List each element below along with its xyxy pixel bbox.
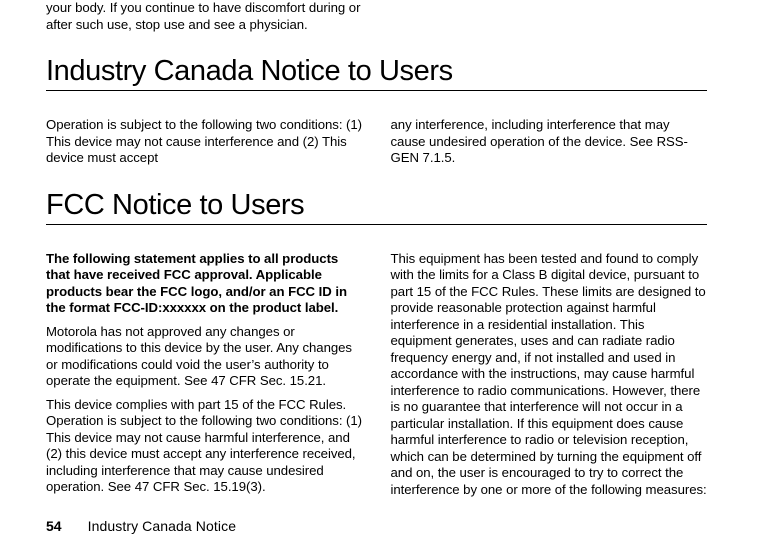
top-fragment-row: your body. If you continue to have disco… <box>46 0 707 33</box>
section-2-right-col: This equipment has been tested and found… <box>391 251 708 499</box>
section-2-left-col: The following statement applies to all p… <box>46 251 363 499</box>
heading-spacer <box>46 91 707 117</box>
top-fragment-right-col <box>391 0 708 33</box>
body-paragraph: Operation is subject to the following tw… <box>46 117 363 167</box>
body-paragraph: your body. If you continue to have disco… <box>46 0 363 33</box>
body-paragraph: any interference, including interference… <box>391 117 708 167</box>
heading-spacer <box>46 225 707 251</box>
page-footer: 54 Industry Canada Notice <box>46 518 236 534</box>
body-paragraph: This device complies with part 15 of the… <box>46 397 363 496</box>
section-2-columns: The following statement applies to all p… <box>46 251 707 499</box>
manual-page: your body. If you continue to have disco… <box>0 0 757 498</box>
section-1-columns: Operation is subject to the following tw… <box>46 117 707 167</box>
section-1-left-col: Operation is subject to the following tw… <box>46 117 363 167</box>
section-heading: FCC Notice to Users <box>46 189 707 225</box>
footer-section-name: Industry Canada Notice <box>88 518 237 534</box>
body-paragraph-bold: The following statement applies to all p… <box>46 251 363 317</box>
page-number: 54 <box>46 518 62 534</box>
top-fragment-left-col: your body. If you continue to have disco… <box>46 0 363 33</box>
body-paragraph: Motorola has not approved any changes or… <box>46 324 363 390</box>
section-heading: Industry Canada Notice to Users <box>46 55 707 91</box>
body-paragraph: This equipment has been tested and found… <box>391 251 708 499</box>
section-1-right-col: any interference, including interference… <box>391 117 708 167</box>
